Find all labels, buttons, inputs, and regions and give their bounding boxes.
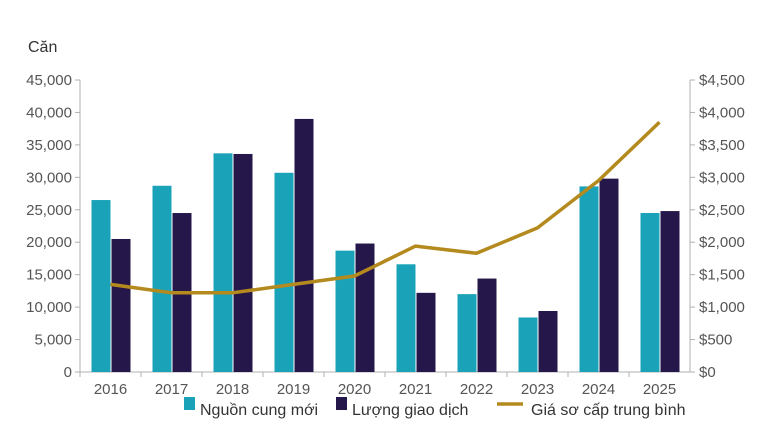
x-tick-label: 2020 bbox=[338, 381, 371, 398]
x-tick-label: 2021 bbox=[399, 381, 432, 398]
left-tick-label: 5,000 bbox=[34, 332, 72, 349]
bar-new-supply bbox=[152, 185, 172, 372]
bar-new-supply bbox=[213, 153, 233, 372]
bar-new-supply bbox=[91, 200, 111, 372]
x-tick-label: 2016 bbox=[94, 381, 127, 398]
left-tick-label: 35,000 bbox=[26, 137, 72, 154]
bar-transactions bbox=[599, 178, 619, 372]
left-tick-label: 15,000 bbox=[26, 267, 72, 284]
left-tick-label: 45,000 bbox=[26, 72, 72, 89]
legend-swatch bbox=[184, 397, 195, 410]
bars bbox=[79, 118, 680, 377]
bar-new-supply bbox=[396, 264, 416, 372]
legend: Nguồn cung mới Lượng giao dịch Giá sơ cấp … bbox=[184, 397, 686, 419]
bar-new-supply bbox=[274, 172, 294, 372]
right-tick-label: $3,500 bbox=[699, 137, 745, 154]
legend-swatch bbox=[336, 397, 347, 410]
bar-transactions bbox=[111, 238, 131, 372]
right-tick-label: $0 bbox=[699, 364, 716, 381]
legend-label: Nguồn cung mới bbox=[200, 402, 318, 419]
x-tick-label: 2023 bbox=[521, 381, 554, 398]
right-tick-label: $500 bbox=[699, 332, 732, 349]
bar-transactions bbox=[416, 292, 436, 372]
x-tick-label: 2024 bbox=[582, 381, 615, 398]
right-tick-label: $4,000 bbox=[699, 104, 745, 121]
bar-new-supply bbox=[457, 294, 477, 372]
left-axis-ticks: 0 5,000 10,000 15,000 20,000 25,000 30,000 35,0… bbox=[26, 72, 80, 381]
bar-new-supply bbox=[640, 213, 660, 372]
bar-transactions bbox=[660, 211, 680, 372]
x-tick-label: 2017 bbox=[155, 381, 188, 398]
y-unit-label: Căn bbox=[28, 39, 57, 56]
right-tick-label: $4,500 bbox=[699, 72, 745, 89]
right-tick-label: $2,000 bbox=[699, 234, 745, 251]
right-tick-label: $3,000 bbox=[699, 169, 745, 186]
bar-new-supply bbox=[518, 317, 538, 372]
x-tick-label: 2019 bbox=[277, 381, 310, 398]
right-tick-label: $1,000 bbox=[699, 299, 745, 316]
bar-transactions bbox=[538, 311, 558, 372]
left-tick-label: 20,000 bbox=[26, 234, 72, 251]
left-tick-label: 40,000 bbox=[26, 104, 72, 121]
x-tick-label: 2022 bbox=[460, 381, 493, 398]
x-tick-label: 2018 bbox=[216, 381, 249, 398]
x-tick-label: 2025 bbox=[643, 381, 676, 398]
bar-transactions bbox=[355, 243, 375, 372]
right-tick-label: $1,500 bbox=[699, 267, 745, 284]
bar-transactions bbox=[294, 118, 314, 372]
right-axis-ticks: $0 $500 $1,000 $1,500 $2,000 $2,500 $3,000 $3,5… bbox=[690, 72, 745, 381]
bar-new-supply bbox=[579, 186, 599, 372]
left-tick-label: 30,000 bbox=[26, 169, 72, 186]
price-line-layer bbox=[110, 120, 661, 295]
legend-label: Lượng giao dịch bbox=[352, 402, 468, 419]
x-axis-labels: 2016 2017 2018 2019 2020 2021 2022 2023 2024 2025 bbox=[94, 381, 676, 398]
right-tick-label: $2,500 bbox=[699, 202, 745, 219]
bar-transactions bbox=[477, 278, 497, 372]
price-line bbox=[110, 120, 661, 295]
bar-new-supply bbox=[335, 250, 355, 372]
left-tick-label: 25,000 bbox=[26, 202, 72, 219]
left-tick-label: 0 bbox=[64, 364, 72, 381]
legend-label: Giá sơ cấp trung bình bbox=[531, 402, 686, 419]
bar-transactions bbox=[233, 153, 253, 372]
left-tick-label: 10,000 bbox=[26, 299, 72, 316]
